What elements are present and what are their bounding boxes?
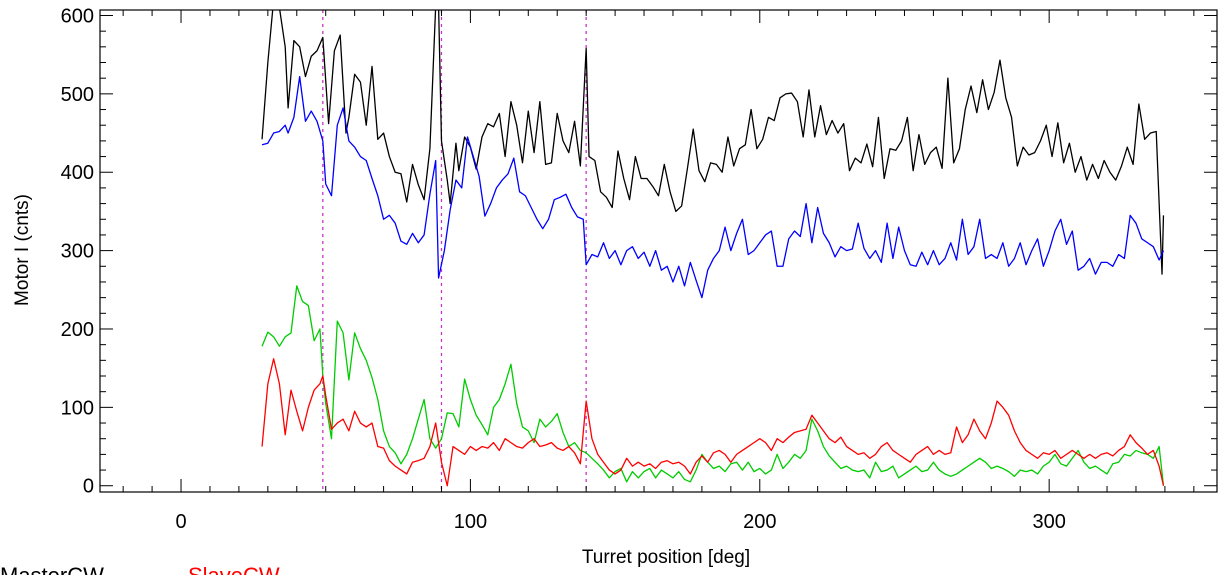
- legend-entry-0: MasterCW: [0, 563, 104, 575]
- x-tick-label: 300: [1032, 511, 1065, 533]
- y-tick-label: 500: [61, 84, 94, 106]
- y-tick-label: 600: [61, 5, 94, 27]
- y-tick-label: 300: [61, 241, 94, 263]
- axes: 0 100 200 300 0 100 200 300 400 500 600: [61, 5, 1218, 533]
- series-line-0: [261, 10, 1165, 275]
- y-tick-label: 0: [83, 476, 94, 498]
- series-line-3: [261, 358, 1165, 487]
- series-line-1: [261, 75, 1165, 299]
- y-tick-label: 100: [61, 397, 94, 419]
- y-tick-label: 200: [61, 319, 94, 341]
- x-tick-label: 200: [743, 511, 776, 533]
- legend: MasterCW SlaveCW: [0, 563, 280, 575]
- series-line-2: [261, 285, 1165, 486]
- x-tick-label: 0: [175, 511, 186, 533]
- y-tick-label: 400: [61, 162, 94, 184]
- plot-area: [261, 10, 1165, 492]
- x-axis-title: Turret position [deg]: [582, 547, 750, 568]
- y-axis-title: Motor I (cnts): [12, 194, 33, 306]
- x-tick-label: 100: [454, 511, 487, 533]
- legend-entry-1: SlaveCW: [188, 563, 280, 575]
